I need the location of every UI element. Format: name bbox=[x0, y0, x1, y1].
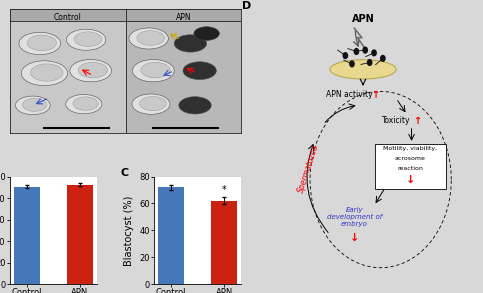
Circle shape bbox=[73, 97, 98, 110]
Circle shape bbox=[66, 94, 102, 114]
Circle shape bbox=[74, 32, 102, 47]
Circle shape bbox=[140, 96, 166, 111]
Circle shape bbox=[19, 32, 61, 54]
Text: C: C bbox=[121, 168, 129, 178]
Ellipse shape bbox=[330, 60, 396, 79]
Text: ↑: ↑ bbox=[371, 90, 379, 100]
Text: reaction: reaction bbox=[398, 166, 424, 171]
Bar bbox=[14, 187, 40, 284]
Text: ↑: ↑ bbox=[413, 116, 421, 126]
Text: APN: APN bbox=[352, 14, 374, 24]
Text: *: * bbox=[222, 185, 227, 195]
Circle shape bbox=[354, 48, 359, 55]
Text: APN activity: APN activity bbox=[327, 90, 373, 99]
Text: Early
development of
embryo: Early development of embryo bbox=[327, 207, 382, 227]
Bar bbox=[67, 185, 93, 284]
Y-axis label: Blastocyst (%): Blastocyst (%) bbox=[124, 195, 134, 265]
Circle shape bbox=[67, 29, 106, 50]
Text: Control: Control bbox=[54, 13, 82, 22]
Circle shape bbox=[132, 59, 174, 82]
FancyBboxPatch shape bbox=[375, 144, 446, 189]
Text: acrosome: acrosome bbox=[395, 156, 426, 161]
Circle shape bbox=[380, 55, 386, 62]
Circle shape bbox=[70, 59, 112, 82]
Circle shape bbox=[342, 52, 348, 59]
Circle shape bbox=[15, 96, 50, 115]
Circle shape bbox=[141, 62, 170, 78]
Text: ↓: ↓ bbox=[350, 233, 359, 243]
Text: Toxicity: Toxicity bbox=[382, 116, 411, 125]
Circle shape bbox=[362, 47, 368, 54]
Circle shape bbox=[349, 60, 355, 67]
Circle shape bbox=[78, 62, 107, 78]
Circle shape bbox=[371, 49, 377, 57]
Circle shape bbox=[27, 35, 57, 51]
Bar bbox=[10, 21, 126, 133]
Circle shape bbox=[179, 97, 211, 114]
Text: D: D bbox=[242, 1, 251, 11]
Circle shape bbox=[174, 35, 207, 52]
Circle shape bbox=[132, 94, 170, 114]
Circle shape bbox=[21, 61, 68, 86]
Bar bbox=[211, 201, 237, 284]
Text: APN: APN bbox=[176, 13, 191, 22]
Circle shape bbox=[22, 98, 47, 111]
Circle shape bbox=[129, 28, 169, 49]
Text: Motility, viability,: Motility, viability, bbox=[384, 146, 438, 151]
Text: ↓: ↓ bbox=[406, 176, 415, 185]
Bar bbox=[126, 21, 242, 133]
Bar bbox=[158, 187, 185, 284]
Circle shape bbox=[367, 59, 372, 66]
Circle shape bbox=[194, 27, 219, 40]
Text: Spermatozoa: Spermatozoa bbox=[297, 143, 321, 194]
Circle shape bbox=[183, 62, 216, 80]
Circle shape bbox=[137, 30, 164, 45]
Circle shape bbox=[30, 64, 63, 81]
